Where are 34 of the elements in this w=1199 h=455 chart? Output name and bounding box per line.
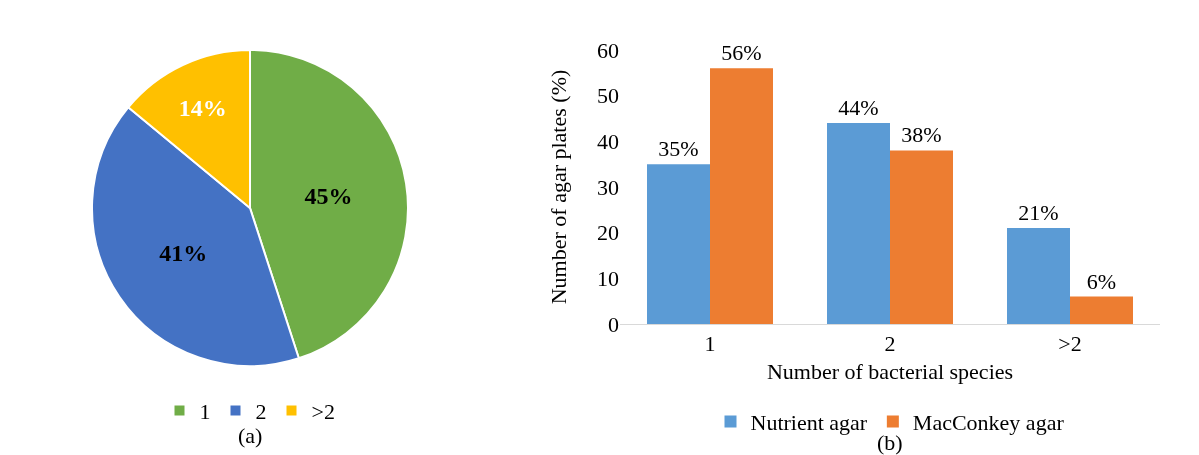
x-tick-label: >2 bbox=[1058, 331, 1082, 357]
y-axis-title: Number of agar plates (%) bbox=[546, 69, 571, 305]
data-label: 38% bbox=[901, 122, 942, 148]
y-tick-label: 60 bbox=[597, 37, 619, 63]
bar bbox=[890, 150, 953, 324]
y-tick-label: 20 bbox=[597, 220, 619, 246]
x-axis-title: Number of bacterial species bbox=[766, 359, 1014, 385]
y-tick-label: 0 bbox=[608, 311, 619, 337]
y-tick-label: 10 bbox=[597, 266, 619, 292]
text: (b) bbox=[877, 430, 903, 455]
bar bbox=[1070, 296, 1133, 324]
data-label: 56% bbox=[721, 40, 762, 66]
legend-label: Nutrient agar bbox=[750, 410, 868, 436]
bar bbox=[1007, 228, 1070, 324]
legend-label: MacConkey agar bbox=[912, 410, 1065, 436]
legend-label: 1 bbox=[199, 399, 211, 425]
data-label: 6% bbox=[1086, 268, 1117, 294]
bar bbox=[710, 68, 773, 324]
data-label: 45% bbox=[304, 182, 353, 209]
legend-label: 2 bbox=[255, 399, 267, 425]
text: (a) bbox=[238, 423, 263, 448]
data-label: 21% bbox=[1018, 200, 1059, 226]
y-tick-label: 50 bbox=[597, 83, 619, 109]
data-label: 41% bbox=[159, 240, 208, 267]
data-label: 14% bbox=[178, 94, 227, 121]
bar bbox=[647, 164, 710, 324]
x-tick-label: 2 bbox=[884, 331, 896, 357]
data-label: 44% bbox=[838, 95, 879, 121]
data-label: 35% bbox=[658, 136, 699, 162]
legend-label: >2 bbox=[311, 399, 335, 425]
x-tick-label: 1 bbox=[704, 331, 716, 357]
y-tick-label: 40 bbox=[597, 129, 619, 155]
bar bbox=[827, 123, 890, 324]
y-tick-label: 30 bbox=[597, 174, 619, 200]
